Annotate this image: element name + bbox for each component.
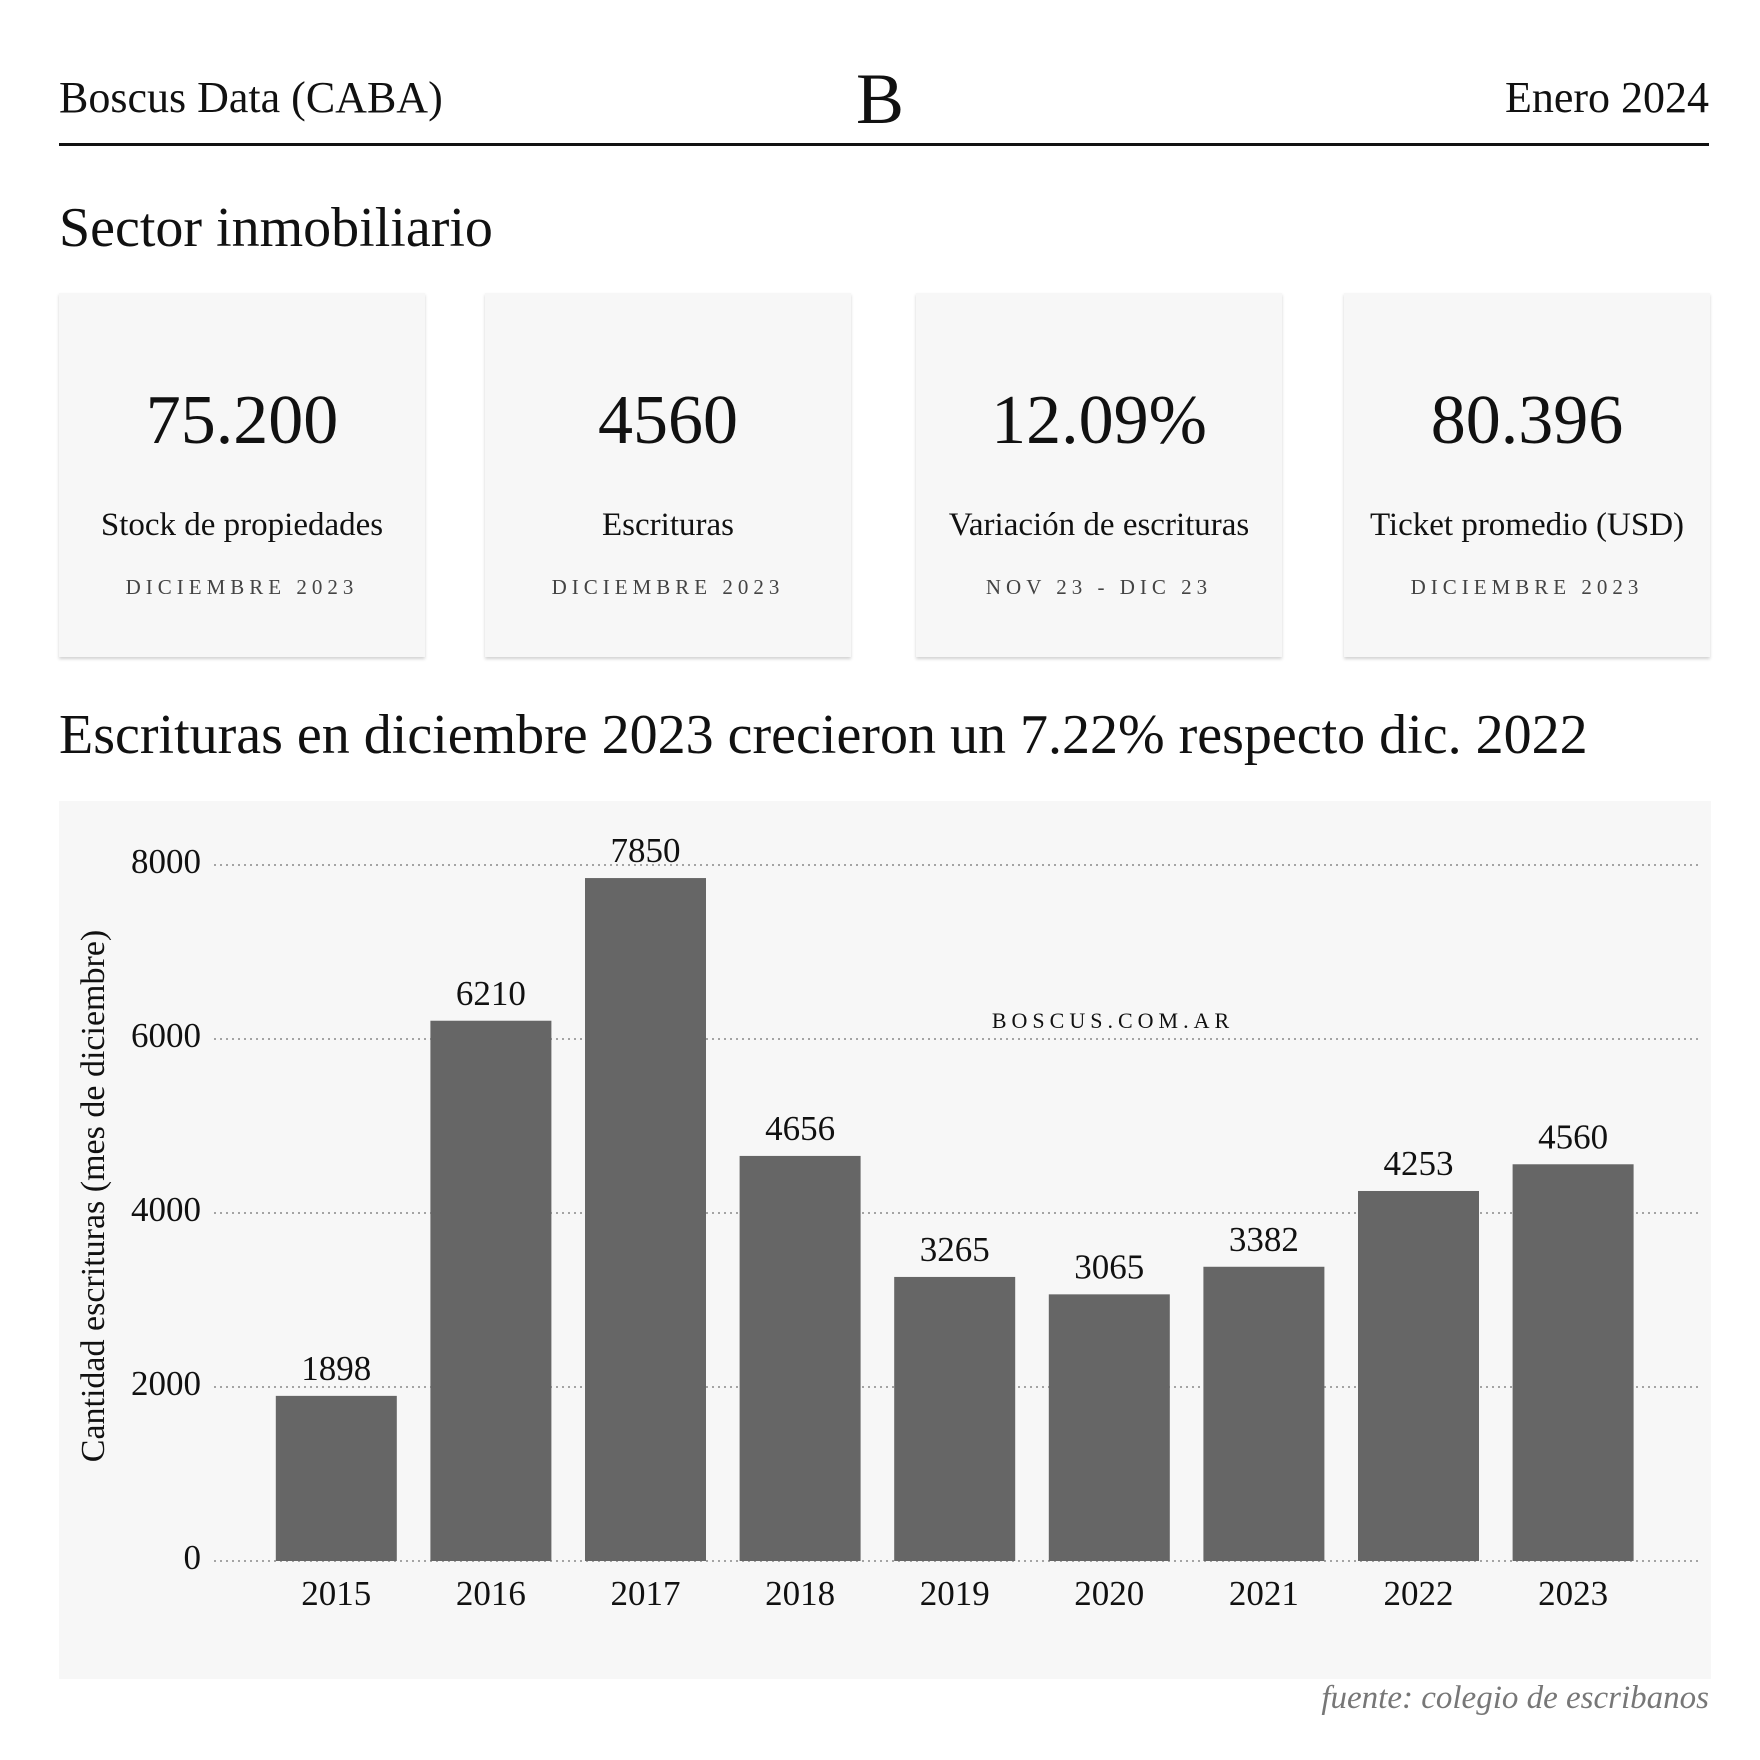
kpi-period: DICIEMBRE 2023 bbox=[1410, 575, 1644, 599]
bar bbox=[1048, 1294, 1170, 1561]
x-tick-label: 2022 bbox=[1384, 1574, 1454, 1613]
chart-title: Escrituras en diciembre 2023 crecieron u… bbox=[59, 704, 1588, 766]
x-tick-label: 2023 bbox=[1538, 1574, 1608, 1613]
y-tick-label: 6000 bbox=[131, 1016, 201, 1055]
bar bbox=[1512, 1164, 1634, 1561]
bar bbox=[894, 1276, 1016, 1561]
kpi-period: NOV 23 - DIC 23 bbox=[985, 575, 1213, 599]
kpi-value: 80.396 bbox=[1430, 382, 1624, 459]
kpi-period: DICIEMBRE 2023 bbox=[125, 575, 359, 599]
kpi-label: Stock de propiedades bbox=[100, 507, 384, 543]
kpi-label: Variación de escrituras bbox=[948, 507, 1250, 543]
x-tick-label: 2015 bbox=[301, 1574, 371, 1613]
y-tick-label: 4000 bbox=[131, 1190, 201, 1229]
x-tick-label: 2021 bbox=[1229, 1574, 1299, 1613]
x-tick-label: 2017 bbox=[611, 1574, 681, 1613]
x-tick-label: 2018 bbox=[765, 1574, 835, 1613]
bar bbox=[430, 1020, 552, 1561]
date: Enero 2024 bbox=[1504, 73, 1709, 122]
kpi-card: 80.396 Ticket promedio (USD) DICIEMBRE 202… bbox=[1344, 293, 1710, 657]
bar bbox=[585, 878, 706, 1561]
bar-label: 4253 bbox=[1384, 1144, 1454, 1183]
section-title: Sector inmobiliario bbox=[59, 197, 493, 259]
bar-label: 4560 bbox=[1538, 1117, 1608, 1156]
logo: B bbox=[855, 59, 905, 139]
brand: Boscus Data (CABA) bbox=[59, 73, 443, 122]
kpi-value: 75.200 bbox=[145, 382, 339, 459]
kpi-label: Escrituras bbox=[602, 507, 734, 543]
y-tick-label: 0 bbox=[184, 1538, 202, 1577]
kpi-card: 75.200 Stock de propiedades DICIEMBRE 2023 bbox=[59, 293, 425, 657]
bar bbox=[275, 1395, 397, 1561]
kpi-card: 4560 Escrituras DICIEMBRE 2023 bbox=[485, 293, 851, 657]
source: fuente: colegio de escribanos bbox=[1321, 1680, 1709, 1716]
kpi-period: DICIEMBRE 2023 bbox=[551, 575, 785, 599]
bar-label: 6210 bbox=[456, 974, 526, 1013]
bar-label: 3265 bbox=[920, 1230, 990, 1269]
kpi-label: Ticket promedio (USD) bbox=[1369, 507, 1685, 543]
y-tick-label: 8000 bbox=[131, 842, 201, 881]
x-tick-label: 2019 bbox=[920, 1574, 990, 1613]
bar-label: 7850 bbox=[611, 831, 681, 870]
header-rule bbox=[59, 143, 1709, 146]
bar bbox=[1203, 1266, 1325, 1561]
bar-label: 4656 bbox=[765, 1109, 835, 1148]
y-tick-label: 2000 bbox=[131, 1364, 201, 1403]
bar-label: 3382 bbox=[1229, 1220, 1299, 1259]
kpi-value: 4560 bbox=[598, 382, 738, 459]
watermark: BOSCUS.COM.AR bbox=[992, 1008, 1234, 1033]
kpi-card: 12.09% Variación de escrituras NOV 23 - DI… bbox=[916, 293, 1282, 657]
chart: 0 2000 4000 6000 8000 BOSCUS.COM.AR Cantidad e… bbox=[59, 801, 1711, 1679]
bar-label: 1898 bbox=[301, 1349, 371, 1388]
x-tick-label: 2016 bbox=[456, 1574, 526, 1613]
bar bbox=[739, 1155, 861, 1561]
y-axis-title: Cantidad escrituras (mes de diciembre) bbox=[75, 930, 112, 1462]
bar-label: 3065 bbox=[1074, 1247, 1144, 1286]
kpi-value: 12.09% bbox=[991, 382, 1207, 459]
bar bbox=[1358, 1190, 1479, 1561]
x-tick-label: 2020 bbox=[1074, 1574, 1144, 1613]
